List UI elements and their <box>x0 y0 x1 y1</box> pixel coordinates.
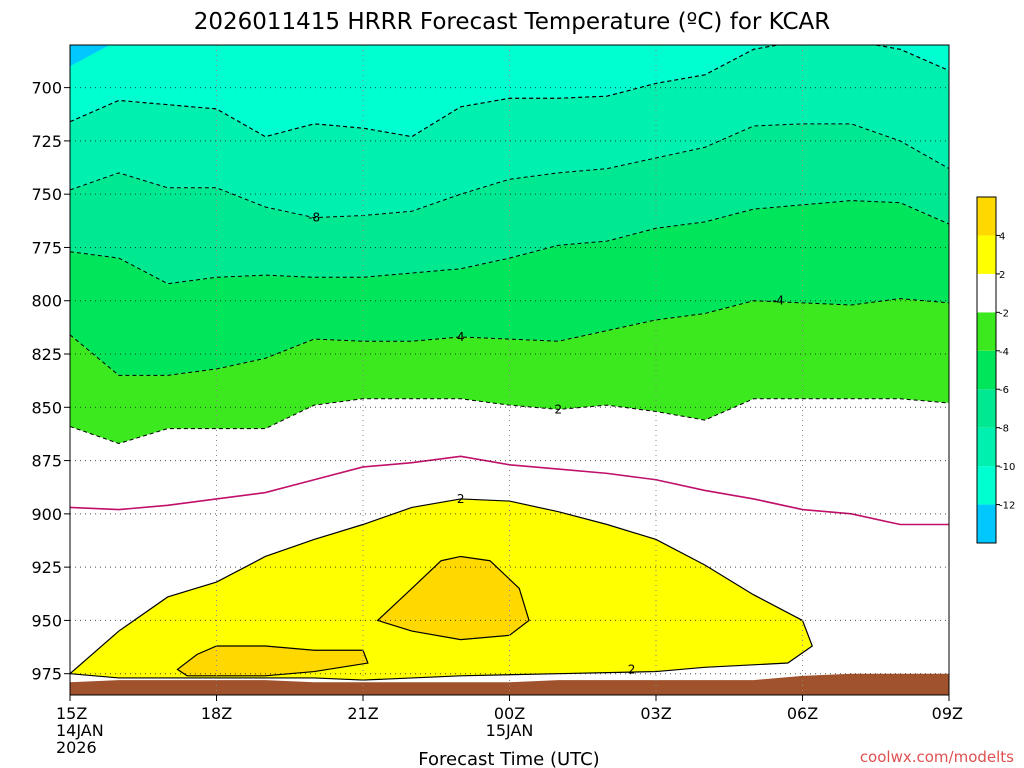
contour-label: 2 <box>628 662 636 676</box>
x-tick-label: 06Z <box>787 704 818 723</box>
colorbar-swatch <box>977 197 996 236</box>
x-tick-label: 15Z <box>56 704 87 723</box>
band-below-minus-12 <box>70 45 110 67</box>
x-tick-label: 2026 <box>56 738 97 757</box>
y-tick-label: 975 <box>31 665 62 684</box>
band-minus-10-to-minus-8 <box>70 45 949 218</box>
colorbar-label: 4 <box>999 231 1005 242</box>
isotherm-line <box>70 298 949 376</box>
isotherm-line <box>70 455 949 526</box>
x-tick-label: 00Z <box>494 704 525 723</box>
colorbar-frame <box>976 196 997 544</box>
colorbar-label: -8 <box>999 424 1009 435</box>
contour-label: -8 <box>308 211 320 225</box>
contour-label: 2 <box>555 402 563 416</box>
y-tick-label: 900 <box>31 505 62 524</box>
colorbar-swatch <box>977 389 996 428</box>
colorbar-swatch <box>977 427 996 467</box>
colorbar-swatch <box>977 504 996 543</box>
y-tick-label: 875 <box>31 452 62 471</box>
x-tick-label: 14JAN <box>56 721 104 740</box>
x-tick-label: 09Z <box>932 704 963 723</box>
isotherm-line <box>70 45 949 138</box>
colorbar-label: -2 <box>999 308 1009 319</box>
y-tick-label: 825 <box>31 345 62 364</box>
chart-title: 2026011415 HRRR Forecast Temperature (ºC… <box>194 9 831 35</box>
band-minus-8-to-minus-6 <box>70 123 949 284</box>
contour-label: 2 <box>457 492 465 506</box>
x-tick-label: 18Z <box>201 704 232 723</box>
x-tick-label: 21Z <box>347 704 378 723</box>
y-tick-label: 850 <box>31 398 62 417</box>
y-tick-label: 775 <box>31 238 62 257</box>
colorbar-label: -6 <box>999 385 1009 396</box>
colorbar-label: -12 <box>999 501 1015 512</box>
y-tick-label: 750 <box>31 185 62 204</box>
colorbar-label: -4 <box>999 347 1009 358</box>
band-minus-6-to-minus-4 <box>70 200 949 376</box>
y-tick-label: 700 <box>31 79 62 98</box>
colorbar-swatch <box>977 466 996 505</box>
ground-terrain <box>70 673 949 695</box>
contour-label: 4 <box>457 330 465 344</box>
band-minus-4-to-minus-2 <box>70 298 949 444</box>
contour-label: -4 <box>772 294 784 308</box>
colorbar-legend: -12 -10 -8 -6 -4 -2 2 4 <box>976 196 1015 544</box>
colorbar-label: -10 <box>999 462 1015 473</box>
plot-clip-group: -8 4 2 -4 2 2 <box>70 45 949 695</box>
y-tick-label: 800 <box>31 292 62 311</box>
x-tick-label: 15JAN <box>486 721 534 740</box>
credit-text: coolwx.com/modelts <box>860 748 1014 766</box>
colorbar-swatch <box>977 350 996 390</box>
isotherm-line <box>70 200 949 285</box>
colorbar-swatch <box>977 273 996 313</box>
plot-area: -8 4 2 -4 2 2 <box>69 44 950 696</box>
colorbar-swatch <box>977 235 996 274</box>
y-tick-label: 950 <box>31 611 62 630</box>
y-axis: 700 725 750 775 800 825 850 875 900 925 950 975 <box>31 79 70 684</box>
y-tick-label: 725 <box>31 132 62 151</box>
colorbar-label: 2 <box>999 270 1005 281</box>
x-axis-title: Forecast Time (UTC) <box>418 749 599 768</box>
warm-region-4c-midlevel <box>376 555 530 641</box>
y-tick-label: 925 <box>31 558 62 577</box>
x-tick-label: 03Z <box>640 704 671 723</box>
colorbar-swatch <box>977 312 996 351</box>
